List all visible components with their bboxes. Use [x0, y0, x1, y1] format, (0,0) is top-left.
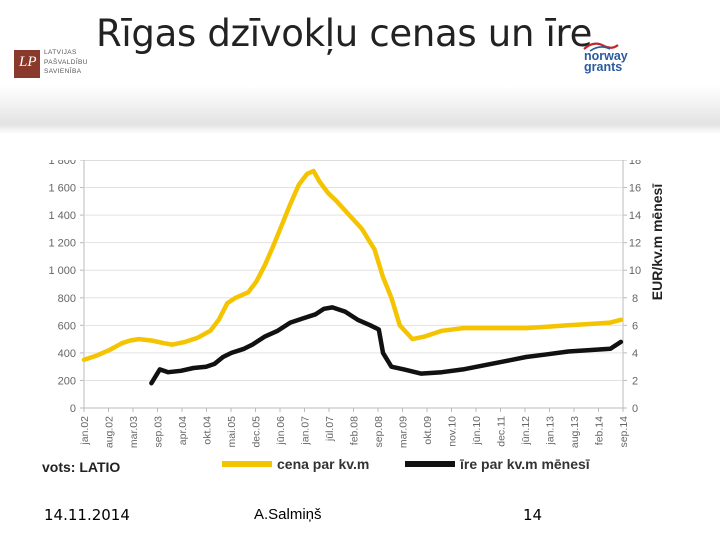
- series-line-price: [81, 168, 624, 363]
- norway-grants-line: grants: [584, 60, 623, 74]
- x-tick-label: jūl.07: [324, 416, 336, 442]
- x-tick-label: okt.09: [422, 416, 434, 445]
- lps-logo-text: LATVIJAS PAŠVALDĪBU SAVIENĪBA: [44, 48, 88, 77]
- x-tick-label: apr.04: [177, 416, 189, 445]
- x-tick-label: mai.05: [226, 416, 238, 448]
- y-left-tick-label: 1 800: [48, 160, 76, 167]
- series-line-rent: [149, 305, 624, 386]
- y-right-tick-label: 18: [629, 160, 641, 167]
- y-right-tick-label: 12: [629, 238, 641, 250]
- price-rent-chart: 0 200 400 600 800 1 000 1 200 1 400 1 600 1 800 0…: [40, 155, 676, 480]
- norway-grants-logo: norway grants: [580, 40, 660, 78]
- x-tick-label: dec.11: [496, 416, 508, 447]
- y-left-tick-label: 1 400: [48, 210, 76, 222]
- legend-label-rent: īre par kv.m mēnesī: [459, 456, 591, 472]
- y-right-tick-label: 6: [632, 320, 638, 332]
- legend-label-price: cena par kv.m: [277, 456, 369, 472]
- y-right-tick-label: 4: [632, 348, 638, 360]
- x-axis-ticks: jan.02 aug.02 mar.03 sep.03 apr.04 okt.04 mai.…: [79, 416, 630, 448]
- chart-svg: 0 200 400 600 800 1 000 1 200 1 400 1 600 1 800 0…: [42, 155, 665, 475]
- y-right-tick-label: 14: [629, 210, 641, 222]
- x-tick-label: feb.08: [349, 416, 361, 445]
- y-left-tick-label: 800: [58, 293, 76, 305]
- x-tick-label: dec.05: [251, 416, 263, 448]
- right-axis-ticks: 0 2 4 6 8 10 12 14 16 18: [629, 155, 641, 415]
- slide-header: LP LATVIJAS PAŠVALDĪBU SAVIENĪBA Rīgas d…: [0, 0, 720, 134]
- x-tick-label: okt.04: [202, 416, 214, 445]
- series-lines: [81, 168, 624, 386]
- y-left-tick-label: 400: [58, 348, 76, 360]
- footer-author: A.Salmiņš: [254, 506, 322, 523]
- footer-date: 14.11.2014: [44, 506, 130, 524]
- x-tick-label: aug.13: [569, 416, 581, 448]
- y-right-tick-label: 2: [632, 375, 638, 387]
- lps-mark-icon: LP: [14, 50, 40, 78]
- source-label: vots: LATIO: [42, 459, 120, 475]
- x-tick-label: jūn.10: [471, 416, 483, 446]
- x-tick-label: mar.03: [128, 416, 140, 448]
- y-right-tick-label: 10: [629, 265, 641, 277]
- y-right-tick-label: 16: [629, 183, 641, 195]
- lps-logo-line: SAVIENĪBA: [44, 68, 82, 75]
- header-band: [0, 86, 720, 134]
- x-tick-label: jan.13: [545, 416, 557, 446]
- x-tick-label: jan.07: [300, 416, 312, 446]
- x-tick-label: aug.02: [104, 416, 116, 448]
- y-left-tick-label: 600: [58, 320, 76, 332]
- y-right-tick-label: 8: [632, 293, 638, 305]
- lps-logo-line: LATVIJAS: [44, 49, 77, 56]
- x-tick-label: jūn.06: [275, 416, 287, 446]
- y-left-tick-label: 1 000: [48, 265, 76, 277]
- y-left-tick-label: 0: [70, 403, 76, 415]
- y-left-tick-label: 1 200: [48, 238, 76, 250]
- y-left-tick-label: 1 600: [48, 183, 76, 195]
- x-tick-label: mar.09: [398, 416, 410, 448]
- x-tick-label: sep.03: [153, 416, 165, 448]
- footer-page-number: 14: [523, 506, 543, 524]
- slide-title: Rīgas dzīvokļu cenas un īre: [96, 12, 593, 55]
- left-axis-ticks: 0 200 400 600 800 1 000 1 200 1 400 1 600 1 800: [48, 155, 76, 415]
- x-tick-label: sep.08: [373, 416, 385, 448]
- chart-legend: cena par kv.m īre par kv.m mēnesī: [222, 456, 591, 472]
- x-tick-label: sep.14: [618, 416, 630, 448]
- norway-grants-line: norway: [584, 49, 628, 63]
- x-tick-label: jūn.12: [520, 416, 532, 446]
- lps-mark-text: LP: [19, 54, 37, 70]
- norway-grants-swirl-icon: [583, 42, 619, 52]
- latvian-municipalities-logo: LP LATVIJAS PAŠVALDĪBU SAVIENĪBA: [14, 46, 134, 80]
- chart-grid: [80, 159, 627, 412]
- x-tick-label: jan.02: [79, 416, 91, 446]
- x-tick-label: feb.14: [594, 416, 606, 445]
- y-right-tick-label: 0: [632, 403, 638, 415]
- right-axis-label: EUR/kv.m mēnesī: [649, 183, 665, 301]
- lps-logo-line: PAŠVALDĪBU: [44, 58, 88, 66]
- y-left-tick-label: 200: [58, 375, 76, 387]
- x-tick-label: nov.10: [447, 416, 459, 447]
- norway-grants-text: norway grants: [584, 49, 628, 74]
